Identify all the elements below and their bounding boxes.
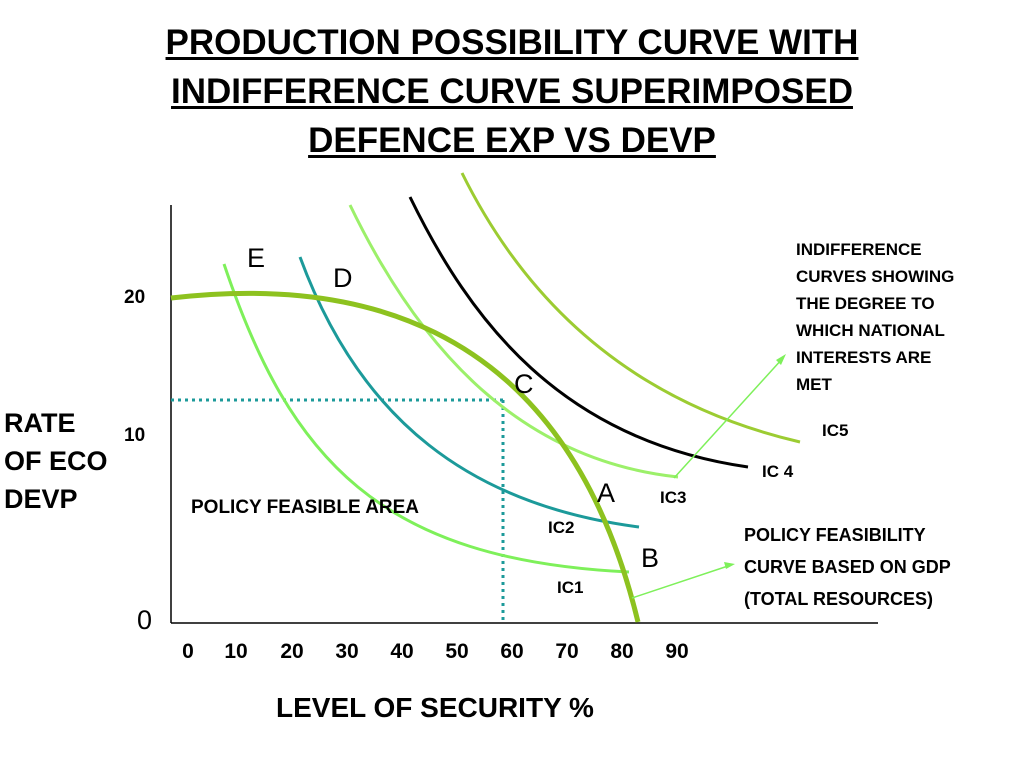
y-tick-0: 0 — [137, 605, 153, 635]
title-line-2: INDIFFERENCE CURVE SUPERIMPOSED — [171, 72, 853, 111]
point-label-d: D — [333, 263, 353, 293]
title-block: PRODUCTION POSSIBILITY CURVE WITH INDIFF… — [0, 18, 1024, 165]
x-tick: 70 — [555, 640, 579, 663]
indifference-curve-ic1 — [222, 263, 630, 574]
indifference-annotation: INDIFFERENCE CURVES SHOWING THE DEGREE T… — [796, 236, 954, 398]
indifference-curve-ic4 — [408, 196, 749, 469]
title-line-1: PRODUCTION POSSIBILITY CURVE WITH — [165, 23, 859, 62]
x-tick: 60 — [500, 640, 524, 663]
indifference-annotation-line: INTERESTS ARE — [796, 348, 932, 367]
x-tick: 80 — [610, 640, 634, 663]
ic5-label: IC5 — [822, 421, 849, 440]
ppc-annotation-line: CURVE BASED ON GDP — [744, 557, 951, 577]
point-label-c: C — [514, 369, 534, 399]
ppc-annotation-line: POLICY FEASIBILITY — [744, 525, 926, 545]
point-label-e: E — [247, 243, 266, 273]
x-tick: 0 — [182, 640, 194, 663]
indifference-annotation-line: MET — [796, 375, 832, 394]
point-label-a: A — [597, 478, 616, 508]
x-tick: 40 — [390, 640, 414, 663]
ic2-label: IC2 — [548, 518, 575, 537]
x-axis-ticks: 0 10 20 30 40 50 60 70 80 90 — [172, 640, 712, 670]
y-axis-label: RATE OF ECO DEVP — [4, 404, 144, 518]
indifference-curve-ic3 — [348, 204, 679, 479]
y-tick-10: 10 — [124, 425, 146, 446]
title-line-3: DEFENCE EXP VS DEVP — [308, 121, 716, 160]
indifference-curve-ic2 — [298, 256, 640, 529]
indifference-curve-ic5 — [460, 172, 801, 444]
indifference-annotation-arrowhead — [776, 354, 786, 365]
x-tick: 90 — [665, 640, 689, 663]
y-tick-20: 20 — [124, 287, 146, 308]
y-axis-label-line-2: OF ECO — [4, 446, 108, 476]
y-axis-label-line-3: DEVP — [4, 484, 78, 514]
x-tick: 30 — [335, 640, 359, 663]
ppc-annotation-arrowhead — [724, 562, 735, 569]
policy-feasible-area-label: POLICY FEASIBLE AREA — [191, 497, 420, 518]
indifference-annotation-line: THE DEGREE TO — [796, 294, 935, 313]
indifference-annotation-line: WHICH NATIONAL — [796, 321, 945, 340]
indifference-annotation-line: INDIFFERENCE — [796, 240, 922, 259]
y-axis-label-line-1: RATE — [4, 408, 76, 438]
point-label-b: B — [641, 543, 660, 573]
x-tick: 50 — [445, 640, 469, 663]
ppc-annotation-line: (TOTAL RESOURCES) — [744, 589, 934, 609]
x-axis-label: LEVEL OF SECURITY % — [276, 692, 594, 723]
ic3-label: IC3 — [660, 488, 687, 507]
ppc-annotation: POLICY FEASIBILITY CURVE BASED ON GDP (T… — [744, 519, 951, 615]
ic1-label: IC1 — [557, 578, 584, 597]
x-tick: 20 — [280, 640, 304, 663]
ppc-annotation-arrow — [631, 564, 732, 599]
x-tick: 10 — [224, 640, 248, 663]
production-possibility-curve — [170, 290, 641, 623]
indifference-annotation-line: CURVES SHOWING — [796, 267, 955, 286]
ic4-label: IC 4 — [762, 462, 794, 481]
indifference-annotation-arrow — [673, 357, 784, 479]
